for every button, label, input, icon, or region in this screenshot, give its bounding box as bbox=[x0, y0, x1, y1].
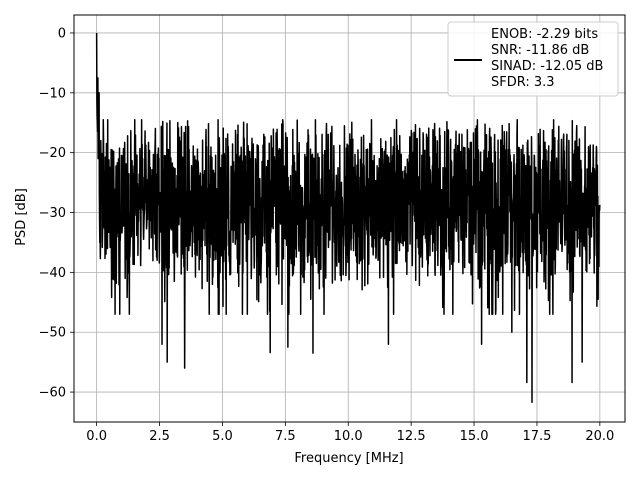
y-tick-label: −40 bbox=[39, 266, 66, 281]
y-axis-label: PSD [dB] bbox=[14, 188, 29, 246]
psd-series bbox=[95, 32, 601, 403]
legend-snr: SNR: -11.86 dB bbox=[491, 43, 589, 58]
x-tick-label: 15.0 bbox=[460, 429, 489, 444]
x-tick-label: 17.5 bbox=[522, 429, 551, 444]
x-tick-label: 7.5 bbox=[275, 429, 296, 444]
x-axis-label: Frequency [MHz] bbox=[294, 451, 403, 466]
y-axis: 0 −10 −20 −30 −40 −50 −60 bbox=[39, 26, 74, 401]
y-tick-label: −20 bbox=[39, 146, 66, 161]
y-tick-label: −10 bbox=[39, 86, 66, 101]
x-tick-label: 12.5 bbox=[397, 429, 426, 444]
x-tick-label: 20.0 bbox=[585, 429, 614, 444]
psd-line bbox=[95, 32, 601, 403]
y-tick-label: 0 bbox=[58, 26, 66, 41]
y-tick-label: −50 bbox=[39, 326, 66, 341]
legend-sinad: SINAD: -12.05 dB bbox=[491, 59, 603, 74]
legend-sfdr: SFDR: 3.3 bbox=[491, 75, 555, 90]
y-tick-label: −60 bbox=[39, 386, 66, 401]
legend: ENOB: -2.29 bits SNR: -11.86 dB SINAD: -… bbox=[447, 21, 619, 97]
legend-box bbox=[447, 21, 619, 97]
plot-frame bbox=[73, 14, 626, 423]
x-tick-label: 2.5 bbox=[149, 429, 170, 444]
x-tick-label: 5.0 bbox=[212, 429, 233, 444]
x-tick-label: 10.0 bbox=[334, 429, 363, 444]
legend-enob: ENOB: -2.29 bits bbox=[491, 27, 598, 42]
x-axis: 0.0 2.5 5.0 7.5 10.0 12.5 15.0 17.5 20.0 bbox=[86, 422, 614, 444]
y-tick-label: −30 bbox=[39, 206, 66, 221]
x-tick-label: 0.0 bbox=[86, 429, 107, 444]
